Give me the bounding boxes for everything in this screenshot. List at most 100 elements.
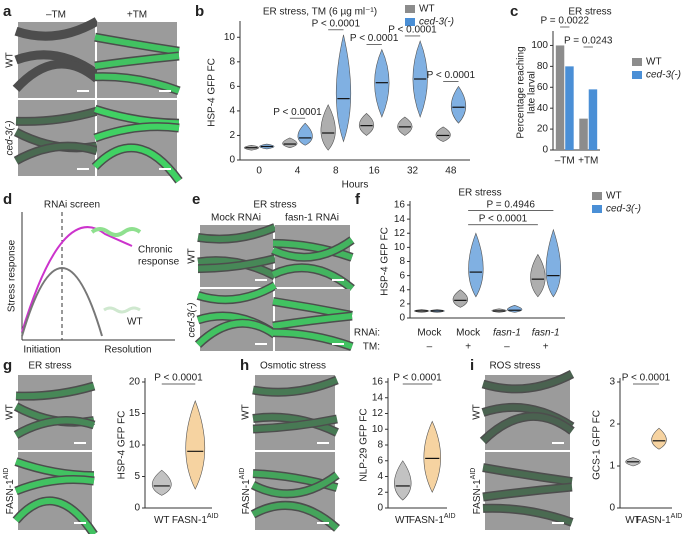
worm-gfp [482,505,574,526]
x-tick-label: FASN-1AID [172,513,219,526]
row-label: WT [241,404,252,420]
x-tick-label: 0 [256,166,262,177]
legend-swatch [405,5,415,13]
x-tick-sup: AID [207,513,219,520]
worm [15,106,99,126]
worm-gfp [195,320,277,347]
chart-title: ER stress [28,361,71,372]
violin [435,126,451,142]
worm-gfp [15,383,95,400]
diagram-ylabel: Stress response [7,239,18,312]
row-label-sup: AID [239,468,246,480]
worm-icon [90,227,142,237]
violin [185,400,206,490]
x-tick-label: 16 [369,166,381,177]
worm-gfp [94,34,180,55]
row-label: ced-3(-) [187,302,198,337]
worm-gfp [252,416,338,432]
annotation: P = 0.0022 [541,16,590,27]
panel-letter: b [195,3,204,20]
x-tick-label: fasn-1 [532,328,560,339]
row-label: FASN-1AID [239,468,252,515]
x-tick-label: WT [154,515,170,526]
legend-label: ced-3(-) [646,70,681,81]
y-axis-label: HSP-4 GFP FC [117,411,128,480]
panel-letter: c [510,3,518,20]
y-tick-label: 16 [394,200,406,211]
y-tick-label: 0 [229,155,235,166]
y-tick-label: 1 [609,461,615,472]
worm [479,411,575,445]
chart-title: ROS stress [489,361,540,372]
x-tick-label: – [427,342,433,353]
column-label: –TM [46,10,66,21]
column-label: fasn-1 RNAi [285,213,339,224]
annotation: P < 0.0001 [479,213,528,224]
annotation: P < 0.0001 [273,107,322,118]
x-tick-sup: AID [671,513,683,520]
violin [423,420,441,493]
violin [374,48,390,118]
annotation: P = 0.4946 [487,199,536,210]
y-tick-label: 2 [377,487,383,498]
y-tick-label: 12 [394,228,406,239]
y-tick-label: 20 [129,377,141,388]
legend-swatch [632,58,642,66]
y-tick-label: 0 [377,503,383,514]
legend-swatch [592,192,602,200]
x-axis-label: Hours [342,180,369,191]
row-label-main: FASN-1 [241,479,252,514]
violin [297,122,313,146]
legend-label: WT [606,191,622,202]
worm-gfp [271,237,354,261]
row-label: WT [5,404,16,420]
y-tick-label: 14 [372,392,384,403]
x-tick-label: fasn-1 [493,328,521,339]
x-tick-label: –TM [555,156,575,167]
bar [588,89,598,150]
worm [481,369,575,394]
worm [252,375,339,397]
violin [397,116,413,136]
x-tick-label: + [543,342,549,353]
y-axis-label: NLP-29 GFP FC [359,408,370,481]
annotation: P < 0.0001 [393,373,442,384]
violin [358,112,375,136]
y-tick-label: 60 [537,82,549,93]
worm-gfp [252,377,339,396]
chart-title: ER stress, TM (6 µg ml⁻¹) [263,7,377,18]
worm-gfp [94,73,181,94]
worm [482,482,573,502]
worm-gfp [94,53,180,69]
worm [482,503,574,527]
x-tick-label: FASN-1AID [409,513,456,526]
x-tick-label: FASN-1AID [636,513,683,526]
bar [565,66,574,150]
row-label: ced-3(-) [5,120,16,155]
x-tick-label: + [465,342,471,353]
y-tick-label: 40 [537,103,549,114]
y-tick-label: 0 [399,313,405,324]
diagram-label: Chronic [138,245,172,256]
worm-gfp [271,264,354,291]
violin [452,289,469,308]
y-tick-label: 6 [229,81,235,92]
y-tick-label: 80 [537,61,549,72]
panel-letter: g [3,357,12,374]
worm [482,463,573,487]
annotation: P < 0.0001 [350,33,399,44]
annotation: P < 0.0001 [312,18,361,29]
worm [197,254,277,274]
y-tick-label: 3 [609,377,615,388]
y-tick-label: 4 [229,106,235,117]
row-label: FASN-1AID [470,468,483,515]
row-label: RNAi: [354,328,380,339]
worm-gfp [272,240,353,261]
annotation: P = 0.0243 [564,36,613,47]
y-tick-label: 4 [377,471,383,482]
chronic-curve [21,226,133,333]
violin [468,232,484,298]
worm-gfp [197,282,277,303]
y-tick-label: 6 [377,455,383,466]
worm-gfp [272,329,354,350]
